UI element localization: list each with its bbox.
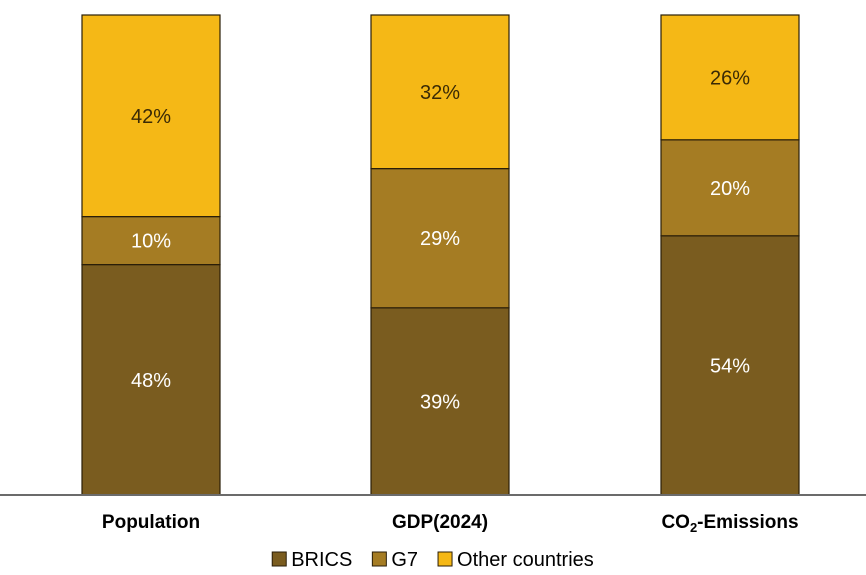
category-label-co2-emissions: CO2-Emissions <box>661 512 798 535</box>
bar-other-countries-gdp-2024 <box>370 14 510 170</box>
legend-label-other-countries: Other countries <box>457 549 594 571</box>
data-label-other-countries-co2-emissions: 26% <box>710 67 750 89</box>
bar-g7-co2-emissions <box>660 139 800 237</box>
bar-brics-gdp-2024 <box>370 307 510 496</box>
bar-brics-co2-emissions <box>660 235 800 496</box>
data-label-g7-co2-emissions: 20% <box>710 178 750 200</box>
legend-swatch-other-countries <box>437 551 453 567</box>
legend-swatch-brics <box>271 551 287 567</box>
data-label-brics-population: 48% <box>131 370 171 392</box>
category-labels: Population GDP(2024) CO2-Emissions <box>102 512 799 535</box>
data-label-other-countries-population: 42% <box>131 106 171 128</box>
bar-g7-population <box>81 216 221 266</box>
bars-group: 48% 10% 42% 39% 29% 32% 54% 20% 26% <box>81 14 800 496</box>
legend-swatch-g7 <box>371 551 387 567</box>
category-label-population: Population <box>102 512 200 533</box>
bar-brics-population <box>81 264 221 496</box>
category-label-gdp-2024: GDP(2024) <box>392 512 488 533</box>
legend-label-brics: BRICS <box>291 549 352 571</box>
bar-other-countries-co2-emissions <box>660 14 800 141</box>
data-label-g7-population: 10% <box>131 231 171 253</box>
legend-label-g7: G7 <box>391 549 418 571</box>
data-label-other-countries-gdp-2024: 32% <box>420 82 460 104</box>
data-label-brics-co2-emissions: 54% <box>710 355 750 377</box>
data-label-g7-gdp-2024: 29% <box>420 228 460 250</box>
legend: BRICS G7 Other countries <box>271 549 594 571</box>
bar-g7-gdp-2024 <box>370 168 510 309</box>
bar-other-countries-population <box>81 14 221 218</box>
data-label-brics-gdp-2024: 39% <box>420 391 460 413</box>
